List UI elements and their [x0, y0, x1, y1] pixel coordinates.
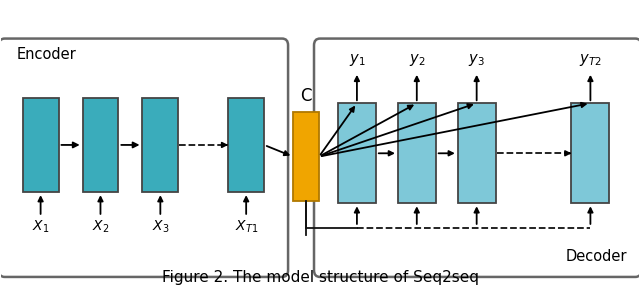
Text: $X_{3}$: $X_{3}$: [152, 219, 169, 235]
Bar: [228, 97, 264, 192]
Text: Figure 2. The model structure of Seq2seq: Figure 2. The model structure of Seq2seq: [161, 270, 479, 285]
Text: $X_{1}$: $X_{1}$: [32, 219, 49, 235]
Text: $y_{3}$: $y_{3}$: [468, 52, 485, 68]
Bar: [22, 97, 59, 192]
FancyBboxPatch shape: [0, 39, 288, 277]
Text: $X_{T1}$: $X_{T1}$: [234, 219, 258, 235]
Bar: [293, 112, 319, 201]
Text: $y_{T2}$: $y_{T2}$: [579, 52, 602, 68]
Bar: [398, 103, 436, 203]
Text: $y_{1}$: $y_{1}$: [349, 52, 365, 68]
Text: C: C: [300, 87, 312, 105]
FancyBboxPatch shape: [314, 39, 640, 277]
Bar: [338, 103, 376, 203]
Text: Encoder: Encoder: [17, 47, 76, 63]
Bar: [572, 103, 609, 203]
Text: $y_{2}$: $y_{2}$: [408, 52, 425, 68]
Bar: [83, 97, 118, 192]
Bar: [458, 103, 495, 203]
Text: Decoder: Decoder: [566, 249, 627, 264]
Bar: [142, 97, 179, 192]
Text: $X_{2}$: $X_{2}$: [92, 219, 109, 235]
